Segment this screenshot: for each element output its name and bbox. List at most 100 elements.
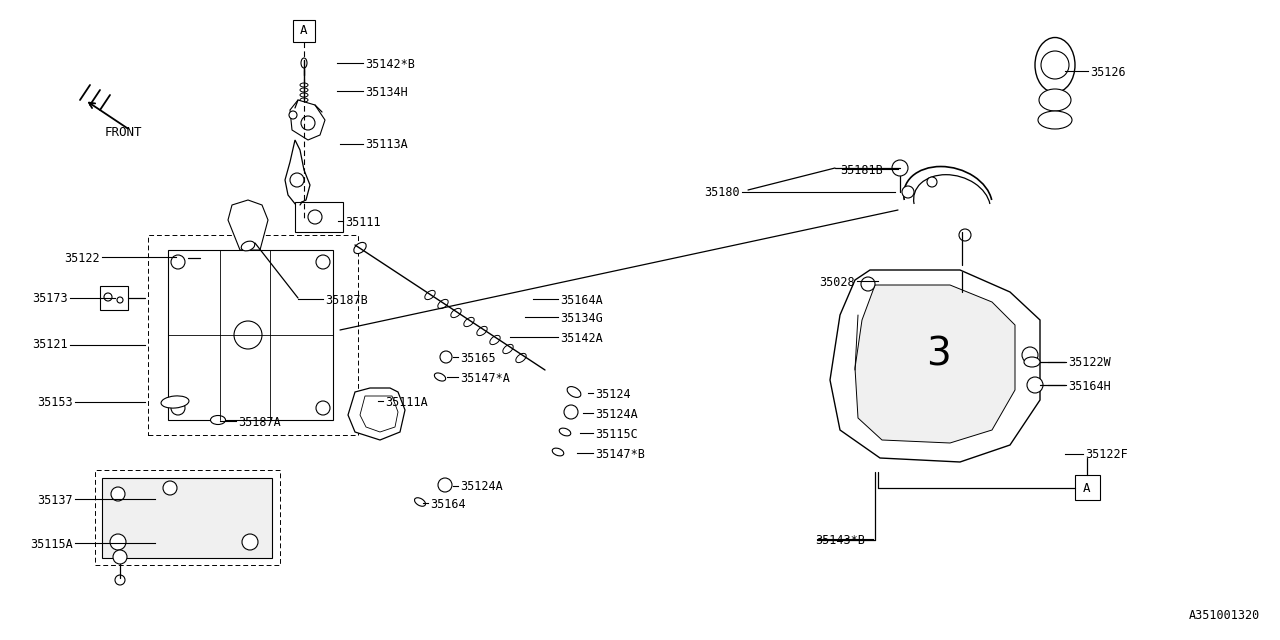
Text: 35124: 35124 bbox=[595, 387, 631, 401]
Circle shape bbox=[242, 534, 259, 550]
Circle shape bbox=[289, 111, 297, 119]
Ellipse shape bbox=[173, 249, 183, 263]
Ellipse shape bbox=[161, 396, 189, 408]
Text: 35124A: 35124A bbox=[460, 481, 503, 493]
Text: A351001320: A351001320 bbox=[1189, 609, 1260, 622]
Circle shape bbox=[172, 401, 186, 415]
Polygon shape bbox=[228, 200, 268, 250]
Text: 35028: 35028 bbox=[819, 275, 855, 289]
Circle shape bbox=[316, 255, 330, 269]
Text: A: A bbox=[1083, 481, 1091, 495]
Circle shape bbox=[438, 478, 452, 492]
Circle shape bbox=[440, 351, 452, 363]
Circle shape bbox=[1021, 347, 1038, 363]
Ellipse shape bbox=[567, 387, 581, 397]
Circle shape bbox=[111, 487, 125, 501]
Text: 35113A: 35113A bbox=[365, 138, 408, 152]
Text: 35115C: 35115C bbox=[595, 428, 637, 440]
Circle shape bbox=[163, 481, 177, 495]
Text: FRONT: FRONT bbox=[105, 125, 142, 138]
Ellipse shape bbox=[552, 448, 563, 456]
Text: 35122F: 35122F bbox=[1085, 449, 1128, 461]
Text: 35142*B: 35142*B bbox=[365, 58, 415, 72]
Text: 3: 3 bbox=[925, 336, 950, 374]
Circle shape bbox=[172, 255, 186, 269]
Bar bbox=[163, 248, 184, 264]
Text: 35147*A: 35147*A bbox=[460, 371, 509, 385]
Text: A: A bbox=[301, 24, 307, 38]
Ellipse shape bbox=[1024, 357, 1039, 367]
Circle shape bbox=[301, 116, 315, 130]
Ellipse shape bbox=[434, 373, 445, 381]
Circle shape bbox=[902, 186, 914, 198]
Ellipse shape bbox=[300, 113, 308, 117]
Text: 35147*B: 35147*B bbox=[595, 447, 645, 461]
Bar bbox=[168, 250, 333, 420]
Text: 35124A: 35124A bbox=[595, 408, 637, 420]
Text: 35173: 35173 bbox=[32, 292, 68, 305]
Circle shape bbox=[113, 550, 127, 564]
Text: 35164A: 35164A bbox=[561, 294, 603, 307]
Text: 35115A: 35115A bbox=[31, 538, 73, 550]
Text: 35122: 35122 bbox=[64, 252, 100, 264]
Ellipse shape bbox=[300, 108, 308, 112]
Ellipse shape bbox=[559, 428, 571, 436]
Ellipse shape bbox=[353, 243, 366, 253]
Ellipse shape bbox=[463, 317, 474, 326]
Circle shape bbox=[316, 401, 330, 415]
Ellipse shape bbox=[516, 353, 526, 363]
Ellipse shape bbox=[241, 241, 255, 251]
Ellipse shape bbox=[1038, 111, 1073, 129]
Text: 35180: 35180 bbox=[704, 186, 740, 200]
Text: 35187B: 35187B bbox=[325, 294, 367, 307]
Ellipse shape bbox=[300, 103, 308, 107]
Bar bbox=[293, 20, 315, 42]
Text: 35165: 35165 bbox=[460, 351, 495, 365]
Bar bbox=[102, 478, 273, 558]
Ellipse shape bbox=[477, 326, 488, 335]
Ellipse shape bbox=[300, 93, 308, 97]
Ellipse shape bbox=[415, 498, 425, 506]
Text: 35164H: 35164H bbox=[1068, 380, 1111, 392]
Text: 35122W: 35122W bbox=[1068, 356, 1111, 369]
Text: 35142A: 35142A bbox=[561, 332, 603, 344]
Circle shape bbox=[183, 253, 193, 263]
Polygon shape bbox=[360, 396, 398, 432]
Circle shape bbox=[234, 321, 262, 349]
Bar bbox=[1075, 475, 1100, 500]
Text: 35111: 35111 bbox=[346, 216, 380, 228]
Text: 35143*B: 35143*B bbox=[815, 534, 865, 547]
Circle shape bbox=[116, 297, 123, 303]
Polygon shape bbox=[291, 100, 325, 140]
Polygon shape bbox=[950, 282, 986, 306]
Text: 35126: 35126 bbox=[1091, 65, 1125, 79]
Bar bbox=[294, 202, 343, 232]
Polygon shape bbox=[855, 285, 1015, 443]
Circle shape bbox=[861, 277, 876, 291]
Ellipse shape bbox=[503, 344, 513, 354]
Text: 35181B: 35181B bbox=[840, 163, 883, 177]
Polygon shape bbox=[348, 388, 404, 440]
Ellipse shape bbox=[300, 88, 308, 92]
Circle shape bbox=[892, 160, 908, 176]
Bar bbox=[100, 286, 128, 310]
Circle shape bbox=[115, 575, 125, 585]
Circle shape bbox=[110, 534, 125, 550]
Ellipse shape bbox=[490, 335, 500, 344]
Circle shape bbox=[308, 210, 323, 224]
Bar bbox=[148, 235, 358, 435]
Text: 35164: 35164 bbox=[430, 497, 466, 511]
Text: 35111A: 35111A bbox=[385, 396, 428, 408]
Circle shape bbox=[564, 405, 579, 419]
Bar bbox=[95, 470, 280, 565]
Ellipse shape bbox=[425, 291, 435, 300]
Ellipse shape bbox=[438, 300, 448, 308]
Ellipse shape bbox=[1039, 89, 1071, 111]
Circle shape bbox=[104, 293, 113, 301]
Ellipse shape bbox=[301, 58, 307, 68]
Polygon shape bbox=[285, 140, 310, 205]
Polygon shape bbox=[829, 270, 1039, 462]
Circle shape bbox=[291, 173, 305, 187]
Text: 35187A: 35187A bbox=[238, 415, 280, 429]
Ellipse shape bbox=[300, 98, 308, 102]
